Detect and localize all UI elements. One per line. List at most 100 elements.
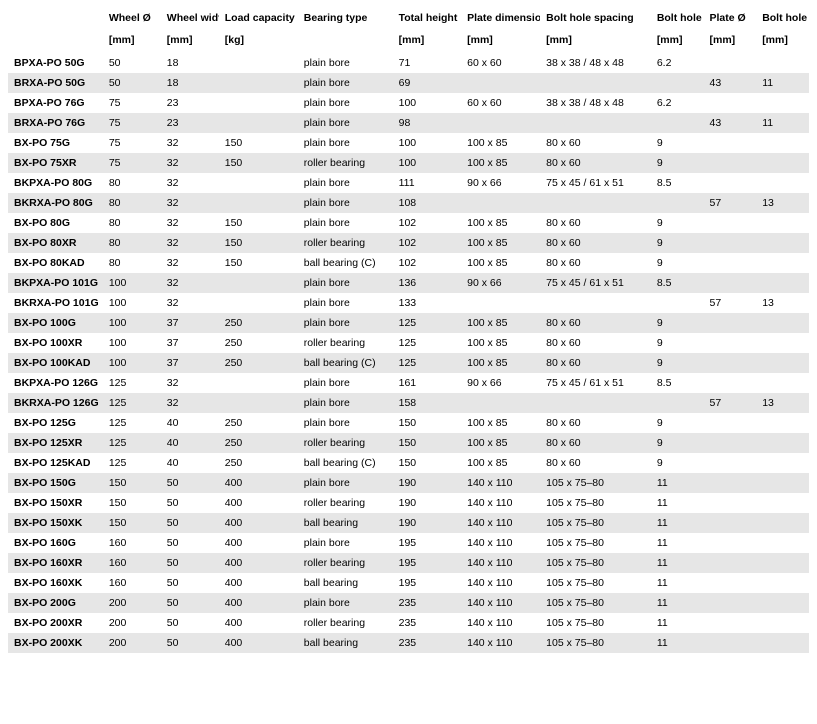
part-number: BX-PO 200G <box>8 593 103 613</box>
cell <box>756 513 809 533</box>
cell: 98 <box>393 113 462 133</box>
cell <box>756 433 809 453</box>
part-number: BRXA-PO 76G <box>8 113 103 133</box>
cell: 80 x 60 <box>540 433 651 453</box>
cell: 37 <box>161 313 219 333</box>
cell <box>756 333 809 353</box>
cell <box>756 313 809 333</box>
cell: 125 <box>103 413 161 433</box>
cell: 32 <box>161 393 219 413</box>
cell: 105 x 75–80 <box>540 633 651 653</box>
part-number: BX-PO 80G <box>8 213 103 233</box>
table-row: BKRXA-PO 126G12532plain bore1585713 <box>8 393 809 413</box>
cell: 195 <box>393 573 462 593</box>
part-number: BX-PO 160XK <box>8 573 103 593</box>
cell: plain bore <box>298 53 393 73</box>
cell: 100 x 85 <box>461 153 540 173</box>
cell: 32 <box>161 293 219 313</box>
cell: 150 <box>219 233 298 253</box>
col-header-0 <box>8 8 103 53</box>
cell: 160 <box>103 573 161 593</box>
cell: 80 x 60 <box>540 233 651 253</box>
cell <box>704 313 757 333</box>
col-header-10: Bolt hole Ø[mm] <box>756 8 809 53</box>
cell: 100 <box>103 273 161 293</box>
cell: 200 <box>103 633 161 653</box>
table-row: BX-PO 80KAD8032150ball bearing (C)102100… <box>8 253 809 273</box>
col-header-6: Plate dimensions[mm] <box>461 8 540 53</box>
part-number: BX-PO 80KAD <box>8 253 103 273</box>
cell: 11 <box>651 633 704 653</box>
cell <box>756 213 809 233</box>
cell: 40 <box>161 433 219 453</box>
cell: 400 <box>219 613 298 633</box>
cell: plain bore <box>298 93 393 113</box>
cell: 400 <box>219 573 298 593</box>
table-row: BPXA-PO 50G5018plain bore7160 x 6038 x 3… <box>8 53 809 73</box>
table-body: BPXA-PO 50G5018plain bore7160 x 6038 x 3… <box>8 53 809 653</box>
cell: 80 <box>103 233 161 253</box>
cell <box>219 293 298 313</box>
cell <box>219 193 298 213</box>
cell <box>756 153 809 173</box>
cell <box>756 593 809 613</box>
cell: 400 <box>219 593 298 613</box>
cell: 195 <box>393 533 462 553</box>
cell: 8.5 <box>651 273 704 293</box>
cell <box>704 413 757 433</box>
cell: 125 <box>103 393 161 413</box>
cell: ball bearing <box>298 573 393 593</box>
cell: 8.5 <box>651 373 704 393</box>
cell: 9 <box>651 253 704 273</box>
part-number: BX-PO 75XR <box>8 153 103 173</box>
cell: plain bore <box>298 393 393 413</box>
cell: plain bore <box>298 313 393 333</box>
part-number: BRXA-PO 50G <box>8 73 103 93</box>
cell: 150 <box>393 453 462 473</box>
cell: 8.5 <box>651 173 704 193</box>
cell <box>756 633 809 653</box>
cell <box>219 73 298 93</box>
cell <box>461 293 540 313</box>
cell <box>461 113 540 133</box>
table-row: BX-PO 80XR8032150roller bearing102100 x … <box>8 233 809 253</box>
cell: 250 <box>219 313 298 333</box>
cell: plain bore <box>298 593 393 613</box>
col-label: Plate Ø <box>710 12 746 24</box>
cell: 100 x 85 <box>461 313 540 333</box>
cell: 100 x 85 <box>461 333 540 353</box>
part-number: BKPXA-PO 80G <box>8 173 103 193</box>
cell: plain bore <box>298 373 393 393</box>
cell: 50 <box>161 513 219 533</box>
spec-table: Wheel Ø[mm]Wheel width[mm]Load capacity … <box>8 8 809 653</box>
cell: 140 x 110 <box>461 633 540 653</box>
table-row: BX-PO 150XR15050400roller bearing190140 … <box>8 493 809 513</box>
col-unit: [mm] <box>467 34 534 48</box>
cell: 150 <box>219 153 298 173</box>
col-header-8: Bolt hole Ø[mm] <box>651 8 704 53</box>
cell: 80 x 60 <box>540 413 651 433</box>
cell: 250 <box>219 353 298 373</box>
table-row: BX-PO 75XR7532150roller bearing100100 x … <box>8 153 809 173</box>
cell: 400 <box>219 493 298 513</box>
cell <box>704 453 757 473</box>
cell: 100 <box>393 133 462 153</box>
cell <box>704 493 757 513</box>
cell: 32 <box>161 153 219 173</box>
cell: plain bore <box>298 273 393 293</box>
cell: 18 <box>161 53 219 73</box>
cell: 160 <box>103 533 161 553</box>
cell: 125 <box>103 453 161 473</box>
part-number: BX-PO 150XR <box>8 493 103 513</box>
cell: 100 x 85 <box>461 133 540 153</box>
cell: 200 <box>103 593 161 613</box>
cell <box>704 213 757 233</box>
cell: 400 <box>219 513 298 533</box>
cell: 80 x 60 <box>540 353 651 373</box>
col-header-5: Total height[mm] <box>393 8 462 53</box>
cell: 43 <box>704 73 757 93</box>
table-row: BRXA-PO 76G7523plain bore984311 <box>8 113 809 133</box>
cell: 9 <box>651 133 704 153</box>
cell <box>756 373 809 393</box>
cell: 80 x 60 <box>540 213 651 233</box>
